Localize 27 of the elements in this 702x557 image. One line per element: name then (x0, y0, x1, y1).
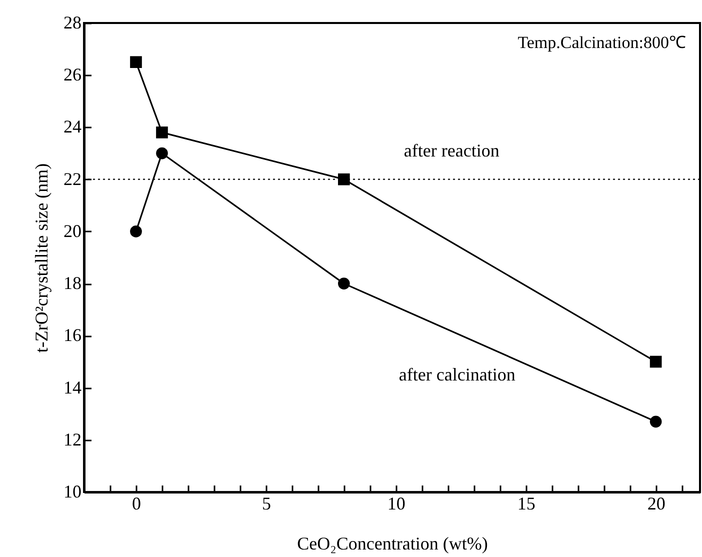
y-tick-label: 20 (64, 220, 82, 241)
point (338, 173, 350, 186)
y-tick-label: 24 (64, 116, 82, 137)
x-tick-label: 15 (517, 494, 536, 514)
point (130, 226, 142, 238)
y-tick-label: 18 (64, 273, 82, 294)
y-tick-label: 28 (64, 12, 82, 32)
point (650, 416, 662, 428)
point (130, 56, 142, 68)
y-tick-label: 22 (64, 168, 82, 189)
y-tick-label: 12 (64, 429, 82, 450)
annotation: Temp.Calcination:800℃ (518, 33, 686, 52)
x-tick-label: 5 (262, 494, 271, 514)
x-tick-label: 20 (647, 494, 666, 514)
point (156, 147, 168, 160)
x-axis-title: CeO₂Concentration (wt%) (297, 534, 488, 554)
y-tick-label: 16 (64, 325, 82, 346)
y-axis-title: t-ZrO²crystallite size (nm) (32, 163, 52, 353)
point (338, 278, 350, 290)
point (156, 126, 168, 138)
text: after reaction (404, 140, 500, 160)
point (650, 356, 662, 368)
x-tick-label: 10 (387, 494, 406, 514)
x-tick-label: 0 (132, 494, 141, 514)
y-tick-label: 26 (64, 64, 82, 85)
y-tick-label: 14 (64, 377, 82, 398)
series-label: after calcination (398, 364, 516, 385)
